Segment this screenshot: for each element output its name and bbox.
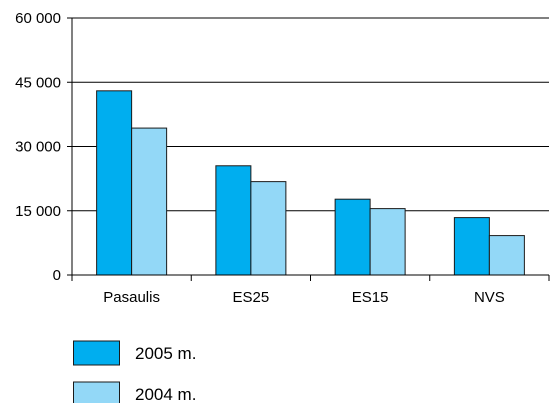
bar-pasaulis-series-2: [131, 127, 168, 276]
x-tick-label: NVS: [474, 289, 505, 306]
bar-es25-series-1: [215, 165, 252, 276]
x-tick-label: ES25: [233, 289, 270, 306]
y-tick-label: 15 000: [15, 203, 61, 220]
y-tick-label: 60 000: [15, 10, 61, 27]
legend-swatch-series-2: [73, 381, 120, 403]
legend-label-series-2: 2004 m.: [135, 385, 196, 403]
legend: 2005 m. 2004 m.: [73, 340, 196, 403]
x-axis: Pasaulis ES25 ES15 NVS: [71, 274, 550, 306]
legend-label-series-1: 2005 m.: [135, 344, 196, 363]
bars: [96, 90, 525, 276]
y-axis: 0 15 000 30 000 45 000 60 000: [15, 10, 73, 284]
y-tick-label: 0: [53, 267, 61, 284]
x-tick-label: Pasaulis: [103, 289, 160, 306]
bar-es15-series-1: [334, 198, 371, 276]
x-tick-label: ES15: [352, 289, 389, 306]
bar-nvs-series-2: [488, 235, 525, 276]
legend-swatch-series-1: [73, 340, 120, 366]
y-tick-label: 45 000: [15, 74, 61, 91]
bar-es15-series-2: [369, 208, 406, 276]
bar-es25-series-2: [250, 181, 287, 276]
bar-pasaulis-series-1: [96, 90, 133, 276]
bar-nvs-series-1: [453, 217, 490, 276]
y-tick-label: 30 000: [15, 139, 61, 156]
